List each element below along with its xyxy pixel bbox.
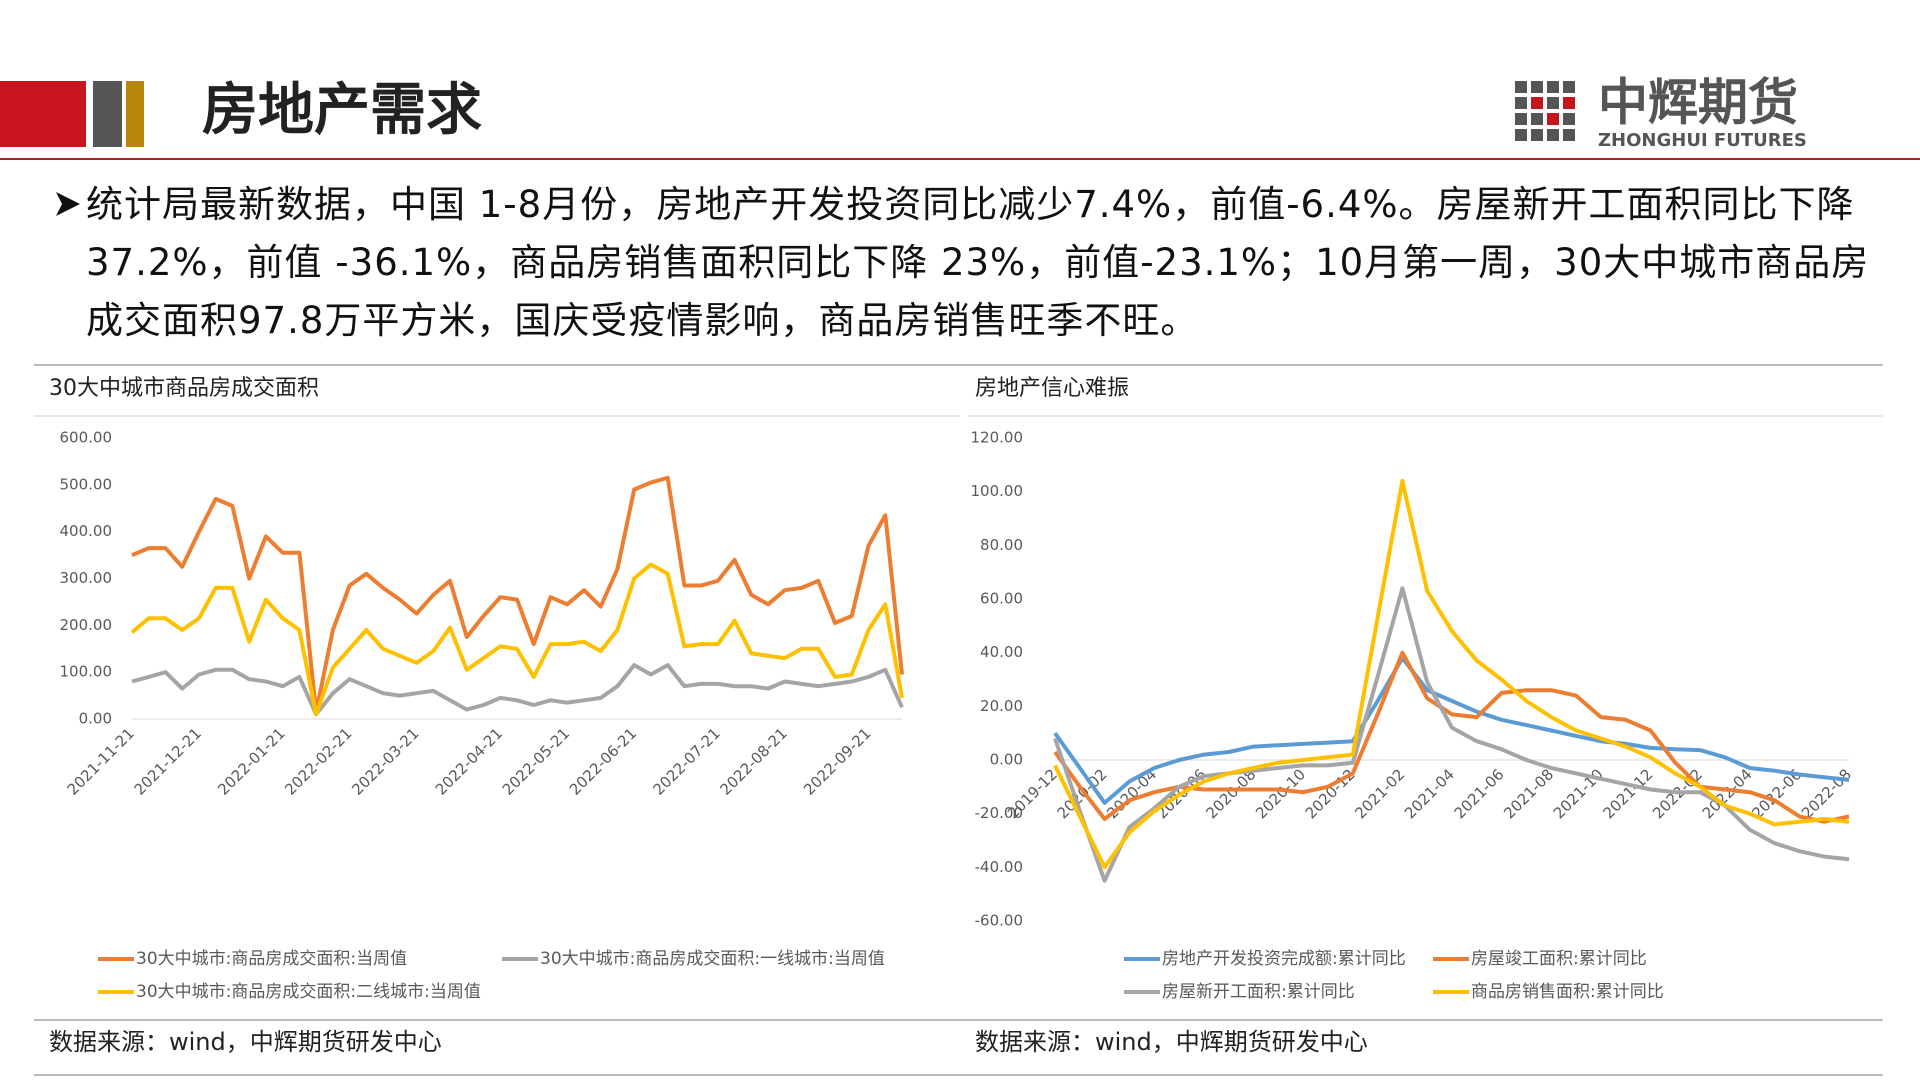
logo-cn: 中辉期货 — [1598, 74, 1798, 132]
series-line — [131, 663, 904, 717]
y-tick-label: 0.00 — [990, 751, 1023, 769]
x-tick-label: 2021-12 — [1599, 765, 1656, 822]
x-tick-label: 2022-02-21 — [281, 724, 355, 798]
source-note: 数据来源：wind，中辉期货研发中心 — [975, 1028, 1368, 1056]
x-tick-label: 2021-08 — [1500, 765, 1557, 822]
y-tick-label: 100.00 — [60, 663, 113, 681]
logo-grid — [1515, 81, 1575, 141]
legend-label: 商品房销售面积:累计同比 — [1471, 982, 1664, 1002]
y-tick-label: 20.00 — [980, 697, 1023, 715]
logo-en: ZHONGHUI FUTURES — [1598, 130, 1807, 151]
x-tick-label: 2021-02 — [1351, 765, 1408, 822]
y-tick-label: -40.00 — [975, 858, 1023, 876]
x-tick-label: 2021-06 — [1451, 765, 1508, 822]
header-title: 房地产需求 — [202, 78, 482, 143]
bullet-arrow — [56, 192, 80, 216]
legend-label: 房屋新开工面积:累计同比 — [1162, 982, 1355, 1002]
x-tick-label: 2022-05-21 — [499, 724, 573, 798]
y-tick-label: 0.00 — [79, 710, 112, 728]
chart-title: 房地产信心难振 — [975, 376, 1129, 401]
series-line — [1053, 650, 1850, 824]
series-line — [1053, 478, 1850, 870]
x-tick-label: 2021-04 — [1401, 765, 1458, 822]
series-line — [1053, 656, 1850, 805]
bullet-text: 统计局最新数据，中国 1-8月份，房地产开发投资同比减少7.4%，前值-6.4%… — [86, 183, 1870, 342]
x-tick-label: 2022-01-21 — [214, 724, 288, 798]
chart-title: 30大中城市商品房成交面积 — [49, 376, 319, 401]
y-tick-label: 300.00 — [60, 569, 113, 587]
y-tick-label: 100.00 — [971, 482, 1024, 500]
x-tick-label: 2022-07-21 — [650, 724, 724, 798]
legend-label: 30大中城市:商品房成交面积:二线城市:当周值 — [136, 982, 481, 1002]
y-tick-label: -60.00 — [975, 912, 1023, 930]
y-tick-label: 80.00 — [980, 536, 1023, 554]
y-tick-label: 40.00 — [980, 643, 1023, 661]
x-tick-label: 2021-11-21 — [64, 724, 138, 798]
legend-label: 房屋竣工面积:累计同比 — [1471, 949, 1647, 969]
y-tick-label: 400.00 — [60, 522, 113, 540]
series-line — [130, 562, 904, 717]
x-tick-label: 2022-03-21 — [348, 724, 422, 798]
source-note: 数据来源：wind，中辉期货研发中心 — [49, 1028, 442, 1056]
x-tick-label: 2022-04-21 — [432, 724, 506, 798]
y-tick-label: 60.00 — [980, 590, 1023, 608]
legend-label: 房地产开发投资完成额:累计同比 — [1162, 949, 1406, 969]
y-tick-label: 120.00 — [971, 429, 1024, 447]
x-tick-label: 2022-08-21 — [716, 724, 790, 798]
y-tick-label: 500.00 — [60, 475, 113, 493]
y-tick-label: 200.00 — [60, 616, 113, 634]
y-tick-label: -20.00 — [975, 804, 1023, 822]
header-red-block — [0, 81, 86, 147]
legend-label: 30大中城市:商品房成交面积:一线城市:当周值 — [540, 949, 885, 969]
x-tick-label: 2021-12-21 — [131, 724, 205, 798]
header-gray-bar — [93, 81, 122, 147]
x-tick-label: 2022-09-21 — [800, 724, 874, 798]
y-tick-label: 600.00 — [60, 429, 113, 447]
legend-label: 30大中城市:商品房成交面积:当周值 — [136, 949, 407, 969]
header-gold-bar — [126, 81, 144, 147]
series-line — [131, 475, 904, 714]
x-tick-label: 2022-06-21 — [566, 724, 640, 798]
x-tick-label: 2019-12 — [1004, 765, 1061, 822]
